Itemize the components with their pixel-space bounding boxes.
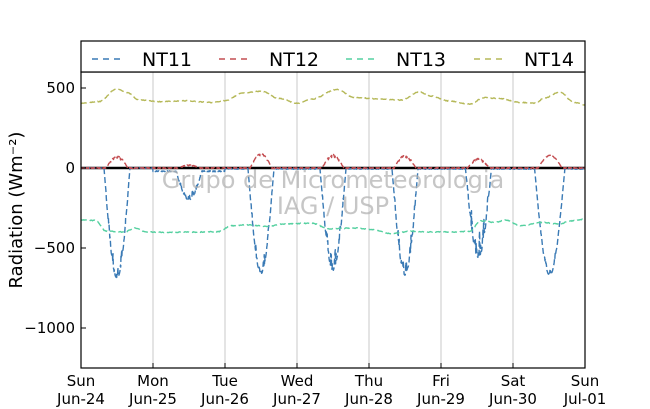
x-tick-label-day: Wed [281, 372, 314, 390]
legend-label-nt11: NT11 [142, 49, 192, 71]
x-tick-label-date: Jun-27 [272, 390, 321, 408]
series-line-nt13 [80, 218, 586, 235]
series-line-nt11 [80, 166, 586, 279]
y-tick-label: −500 [34, 239, 75, 257]
legend-label-nt14: NT14 [524, 49, 574, 71]
y-tick-label: 0 [65, 159, 75, 177]
series-lines [80, 88, 586, 279]
plot-frame [80, 71, 586, 369]
axis-ticks: SunJun-24MonJun-25TueJun-26WedJun-27ThuJ… [24, 79, 606, 408]
grid-lines [152, 72, 514, 368]
legend-label-nt12: NT12 [269, 49, 319, 71]
x-tick-label-date: Jun-25 [128, 390, 177, 408]
x-tick-label-date: Jul-01 [563, 390, 607, 408]
x-tick-label-day: Mon [137, 372, 169, 390]
y-tick-label: −1000 [24, 319, 75, 337]
watermark-line-2: IAG / USP [277, 192, 389, 220]
legend: NT11 NT12 NT13 NT14 [80, 40, 586, 73]
legend-label-nt13: NT13 [396, 49, 446, 71]
series-line-nt12 [80, 153, 586, 170]
x-tick-label-date: Jun-29 [416, 390, 465, 408]
x-tick-label-date: Jun-28 [344, 390, 393, 408]
x-tick-label-date: Jun-24 [56, 390, 105, 408]
x-tick-label-day: Sat [501, 372, 526, 390]
legend-box [80, 40, 586, 73]
x-tick-label-day: Sun [67, 372, 96, 390]
x-tick-label-day: Thu [354, 372, 383, 390]
y-tick-label: 500 [46, 79, 75, 97]
series-line-nt14 [80, 88, 586, 106]
x-tick-label-day: Fri [432, 372, 450, 390]
watermark-line-1: Grupo de Micrometeorologia [162, 166, 504, 194]
x-tick-label-day: Tue [211, 372, 238, 390]
x-tick-label-date: Jun-30 [488, 390, 537, 408]
x-tick-label-date: Jun-26 [200, 390, 249, 408]
x-tick-label-day: Sun [571, 372, 600, 390]
y-axis-title: Radiation (Wm⁻²) [6, 132, 27, 289]
watermark: Grupo de Micrometeorologia IAG / USP [162, 166, 504, 220]
